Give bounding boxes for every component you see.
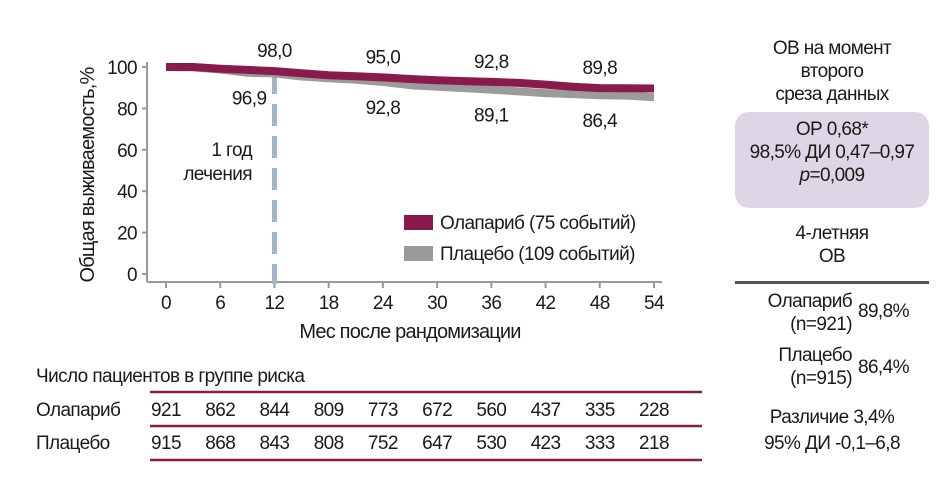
placebo-os-value: 86,4% [858,357,909,378]
x-tick-label: 54 [644,293,665,314]
risk-cell: 844 [259,400,290,421]
y-tick-label: 60 [117,141,137,162]
p-label: p [799,165,810,186]
risk-cell: 773 [368,400,398,421]
risk-cell: 672 [422,400,452,421]
y-tick-label: 20 [117,224,137,245]
legend-label-olaparib: Олапариб (75 событий) [440,213,636,234]
summary-divider [735,281,929,284]
data-label: 92,8 [474,52,509,73]
y-tick-label: 40 [117,182,137,203]
risk-cell: 647 [422,433,452,454]
x-tick-label: 6 [215,293,225,314]
risk-cell: 862 [205,400,235,421]
x-tick-label: 24 [373,293,394,314]
x-tick-label: 0 [161,293,171,314]
hazard-ratio-text: ОР 0,68* 98,5% ДИ 0,47–0,97 p=0,009 [735,118,929,187]
p-value: p=0,009 [735,164,929,187]
legend-swatch-olaparib [404,215,433,230]
x-tick-label: 12 [264,293,284,314]
vline-label-1: 1 год [211,140,252,161]
x-axis-label: Мес после рандомизации [299,321,520,343]
risk-row-label: Плацебо [36,433,110,454]
four-year-os-heading: 4-летняя ОВ [735,222,929,268]
p-number: =0,009 [809,165,865,186]
risk-cell: 218 [639,433,669,454]
risk-cell: 843 [259,433,289,454]
hazard-ratio: ОР 0,68* [795,119,869,140]
difference-ci: 95% ДИ -0,1–6,8 [764,433,900,454]
series-line-olaparib [166,63,655,93]
risk-cell: 868 [205,433,235,454]
olaparib-n: (n=921) [790,314,852,335]
y-tick-label: 100 [107,58,137,79]
summary-title-line: второго [800,61,864,82]
four-year-line: 4-летняя [795,223,869,244]
x-tick-label: 30 [427,293,447,314]
hazard-ratio-ci: 98,5% ДИ 0,47–0,97 [749,142,915,163]
risk-cell: 335 [585,400,615,421]
x-tick-label: 18 [319,293,339,314]
risk-cell: 915 [151,433,181,454]
risk-cell: 530 [476,433,506,454]
data-label: 89,1 [474,106,509,127]
risk-cell: 333 [585,433,615,454]
risk-cell: 752 [368,433,398,454]
legend: Олапариб (75 событий) Плацебо (109 событ… [404,213,637,265]
risk-cell: 809 [314,400,344,421]
data-label: 86,4 [582,111,618,132]
data-label: 92,8 [366,98,401,119]
x-tick-label: 36 [481,293,501,314]
risk-cell: 921 [151,400,181,421]
summary-title: ОВ на момент второго среза данных [735,37,929,106]
summary-title-line: среза данных [775,84,889,105]
x-tick-label: 48 [590,293,610,314]
data-label: 98,0 [257,41,292,62]
olaparib-label: Олапариб [767,291,853,312]
risk-cell: 437 [531,400,561,421]
olaparib-group: Олапариб (n=921) [740,290,853,336]
olaparib-os-value: 89,8% [858,301,909,322]
hazard-ratio-box [735,112,929,208]
risk-cell: 808 [314,433,344,454]
x-tick-label: 42 [536,293,556,314]
risk-cell: 560 [476,400,506,421]
y-tick-label: 0 [127,265,137,286]
placebo-n: (n=915) [790,368,852,389]
y-axis-label: Общая выживаемость,% [77,67,99,283]
difference: Различие 3,4% [769,407,895,428]
y-tick-label: 80 [117,99,137,120]
risk-cell: 423 [531,433,561,454]
risk-cell: 228 [639,400,669,421]
legend-swatch-placebo [404,246,433,261]
four-year-line: ОВ [818,246,846,267]
placebo-label: Плацебо [778,345,852,366]
risk-row-label: Олапариб [36,400,121,421]
placebo-group: Плацебо (n=915) [740,344,852,390]
summary-title-line: ОВ на момент [772,38,892,59]
data-label: 95,0 [366,47,401,68]
vline-label-2: лечения [183,164,252,185]
data-label: 89,8 [582,58,617,79]
legend-label-placebo: Плацебо (109 событий) [440,244,635,265]
risk-table-title: Число пациентов в группе риска [36,366,305,387]
data-label: 96,9 [232,88,267,109]
